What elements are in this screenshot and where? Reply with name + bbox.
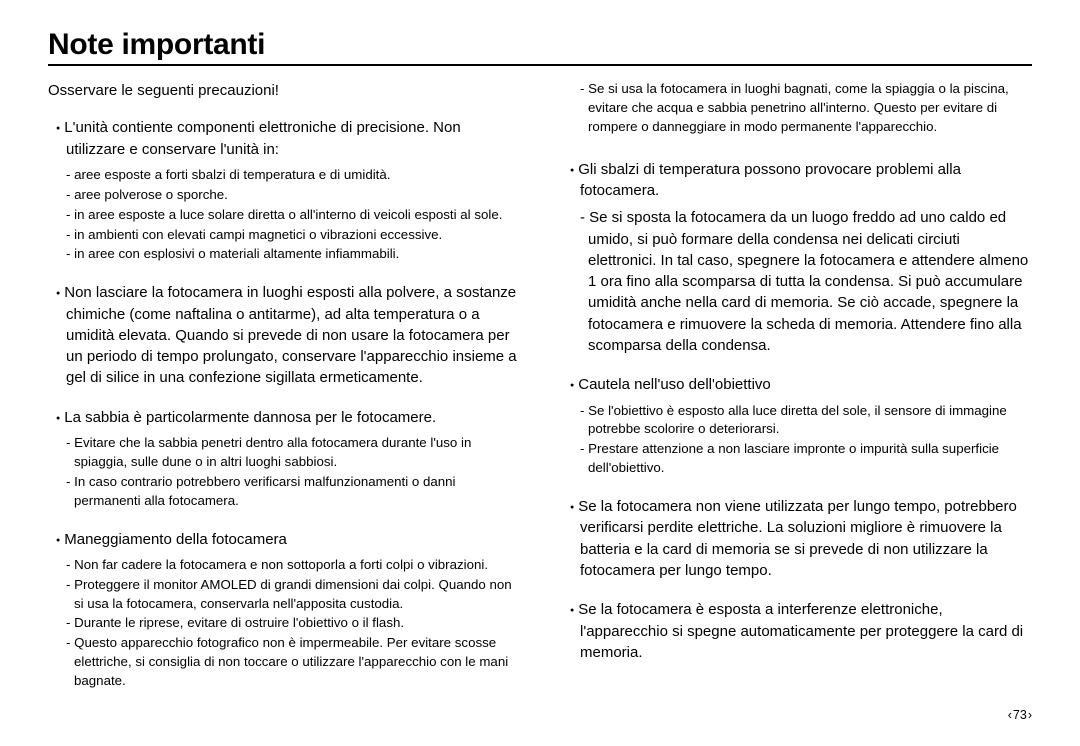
list-item: Se si usa la fotocamera in luoghi bagnat… — [580, 80, 1032, 137]
list-item: aree polverose o sporche. — [66, 186, 518, 205]
list-item: Durante le riprese, evitare di ostruire … — [66, 614, 518, 633]
intro-text: Osservare le seguenti precauzioni! — [48, 80, 518, 101]
list-item: in aree con esplosivi o materiali altame… — [66, 245, 518, 264]
section-precision-head: L'unità contiente componenti elettronich… — [48, 117, 518, 160]
right-column: Se si usa la fotocamera in luoghi bagnat… — [562, 80, 1032, 692]
section-temp-head: Gli sbalzi di temperatura possono provoc… — [562, 159, 1032, 202]
list-item: Evitare che la sabbia penetri dentro all… — [66, 434, 518, 472]
list-item: Se si sposta la fotocamera da un luogo f… — [580, 207, 1032, 356]
section-sand-list: Evitare che la sabbia penetri dentro all… — [48, 434, 518, 511]
section-wet-list: Se si usa la fotocamera in luoghi bagnat… — [562, 80, 1032, 137]
section-longterm-para: Se la fotocamera non viene utilizzata pe… — [562, 496, 1032, 581]
section-sand-head: La sabbia è particolarmente dannosa per … — [48, 407, 518, 428]
list-item: Proteggere il monitor AMOLED di grandi d… — [66, 576, 518, 614]
section-interference-para: Se la fotocamera è esposta a interferenz… — [562, 599, 1032, 663]
section-handling-head: Maneggiamento della fotocamera — [48, 529, 518, 550]
section-precision-list: aree esposte a forti sbalzi di temperatu… — [48, 166, 518, 264]
left-column: Osservare le seguenti precauzioni! L'uni… — [48, 80, 518, 692]
list-item: aree esposte a forti sbalzi di temperatu… — [66, 166, 518, 185]
page-title: Note importanti — [48, 28, 1032, 66]
content-columns: Osservare le seguenti precauzioni! L'uni… — [48, 80, 1032, 692]
list-item: In caso contrario potrebbero verificarsi… — [66, 473, 518, 511]
section-lens-list: Se l'obiettivo è esposto alla luce diret… — [562, 402, 1032, 479]
list-item: Prestare attenzione a non lasciare impro… — [580, 440, 1032, 478]
list-item: Se l'obiettivo è esposto alla luce diret… — [580, 402, 1032, 440]
section-temp-list: Se si sposta la fotocamera da un luogo f… — [562, 207, 1032, 356]
page-number: 73 — [1008, 708, 1032, 722]
list-item: in aree esposte a luce solare diretta o … — [66, 206, 518, 225]
section-lens-head: Cautela nell'uso dell'obiettivo — [562, 374, 1032, 395]
section-storage-para: Non lasciare la fotocamera in luoghi esp… — [48, 282, 518, 388]
section-handling-list: Non far cadere la fotocamera e non sotto… — [48, 556, 518, 691]
list-item: Non far cadere la fotocamera e non sotto… — [66, 556, 518, 575]
list-item: in ambienti con elevati campi magnetici … — [66, 226, 518, 245]
manual-page: Note importanti Osservare le seguenti pr… — [0, 0, 1080, 746]
list-item: Questo apparecchio fotografico non è imp… — [66, 634, 518, 691]
